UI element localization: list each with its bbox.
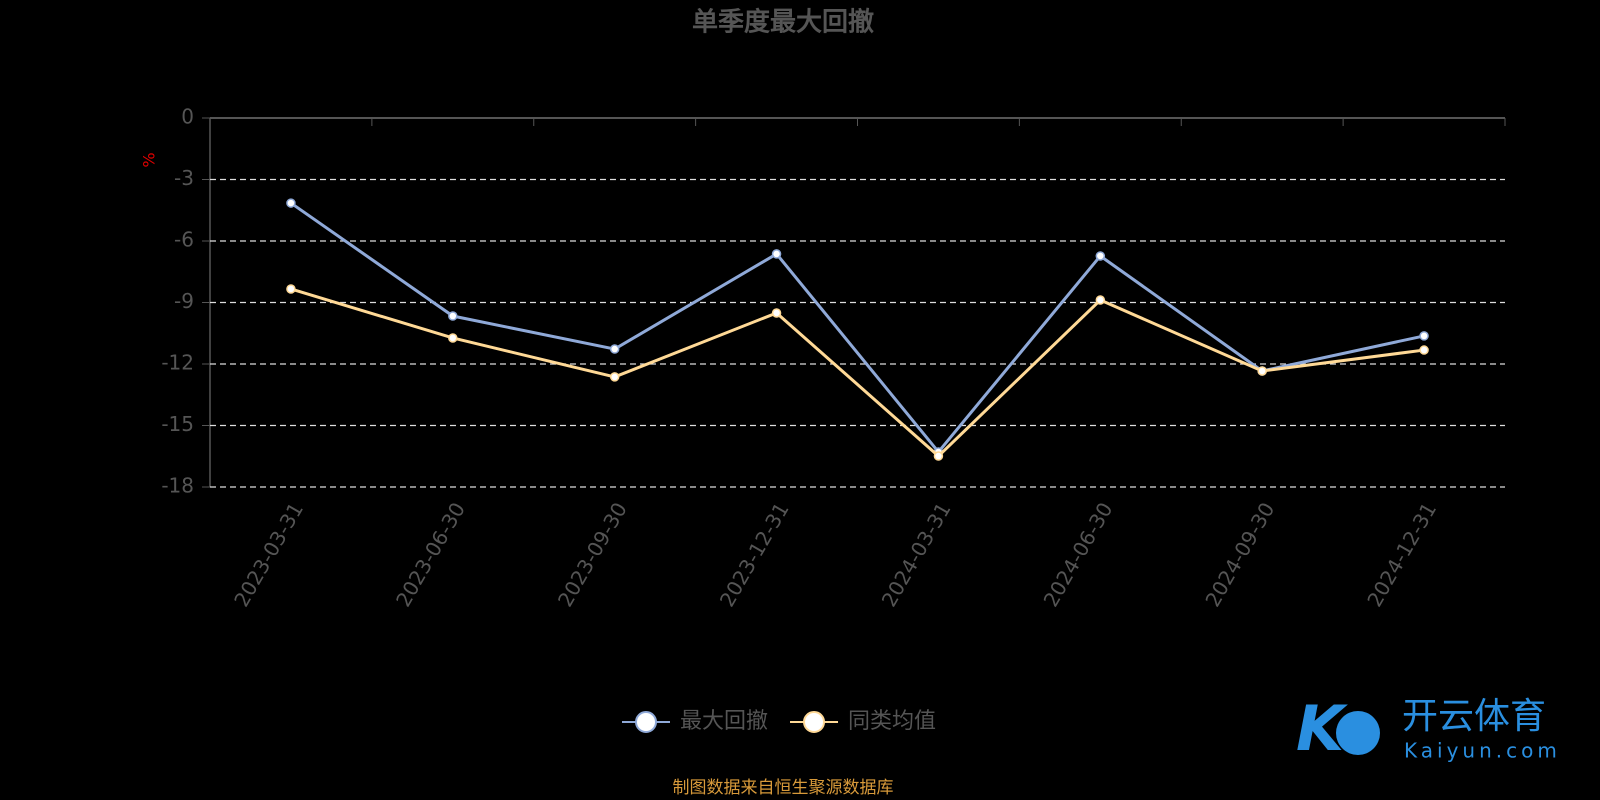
y-tick-label: 0 xyxy=(181,105,194,129)
legend-label: 同类均值 xyxy=(848,709,936,734)
data-point xyxy=(771,308,782,318)
data-point xyxy=(1419,345,1429,355)
data-point xyxy=(1257,366,1267,376)
logo-letter: K xyxy=(1296,692,1348,765)
data-point xyxy=(286,284,296,294)
series-line xyxy=(290,201,1425,455)
data-point xyxy=(609,344,620,354)
watermark-brand: 开云体育 xyxy=(1402,696,1546,737)
y-tick-label: -18 xyxy=(161,474,194,498)
legend-item: 同类均值 xyxy=(790,709,936,734)
data-point xyxy=(609,372,620,382)
logo xyxy=(1336,711,1380,755)
series-line xyxy=(290,287,1425,459)
y-tick-label: -15 xyxy=(161,412,194,436)
legend-label: 最大回撤 xyxy=(680,709,768,734)
data-point xyxy=(771,249,782,259)
data-point xyxy=(1095,295,1106,305)
y-tick-label: -3 xyxy=(174,166,194,190)
watermark-site: Kaiyun.com xyxy=(1404,739,1561,763)
y-tick-label: -6 xyxy=(174,228,194,252)
legend-marker xyxy=(803,711,826,733)
data-point xyxy=(1095,251,1106,261)
data-point xyxy=(448,311,458,321)
source-note: 制图数据来自恒生聚源数据库 xyxy=(673,778,894,798)
y-tick-label: -12 xyxy=(161,351,194,375)
data-point xyxy=(933,451,944,461)
legend-marker xyxy=(635,711,657,733)
y-axis-label: % xyxy=(140,152,159,167)
legend-item: 最大回撤 xyxy=(622,709,768,734)
chart-title: 单季度最大回撤 xyxy=(692,7,874,38)
data-point xyxy=(448,333,458,343)
data-point xyxy=(1419,331,1429,341)
y-tick-label: -9 xyxy=(174,289,194,313)
data-point xyxy=(286,198,296,208)
watermark: K 开云体育 Kaiyun.com xyxy=(1296,692,1561,765)
